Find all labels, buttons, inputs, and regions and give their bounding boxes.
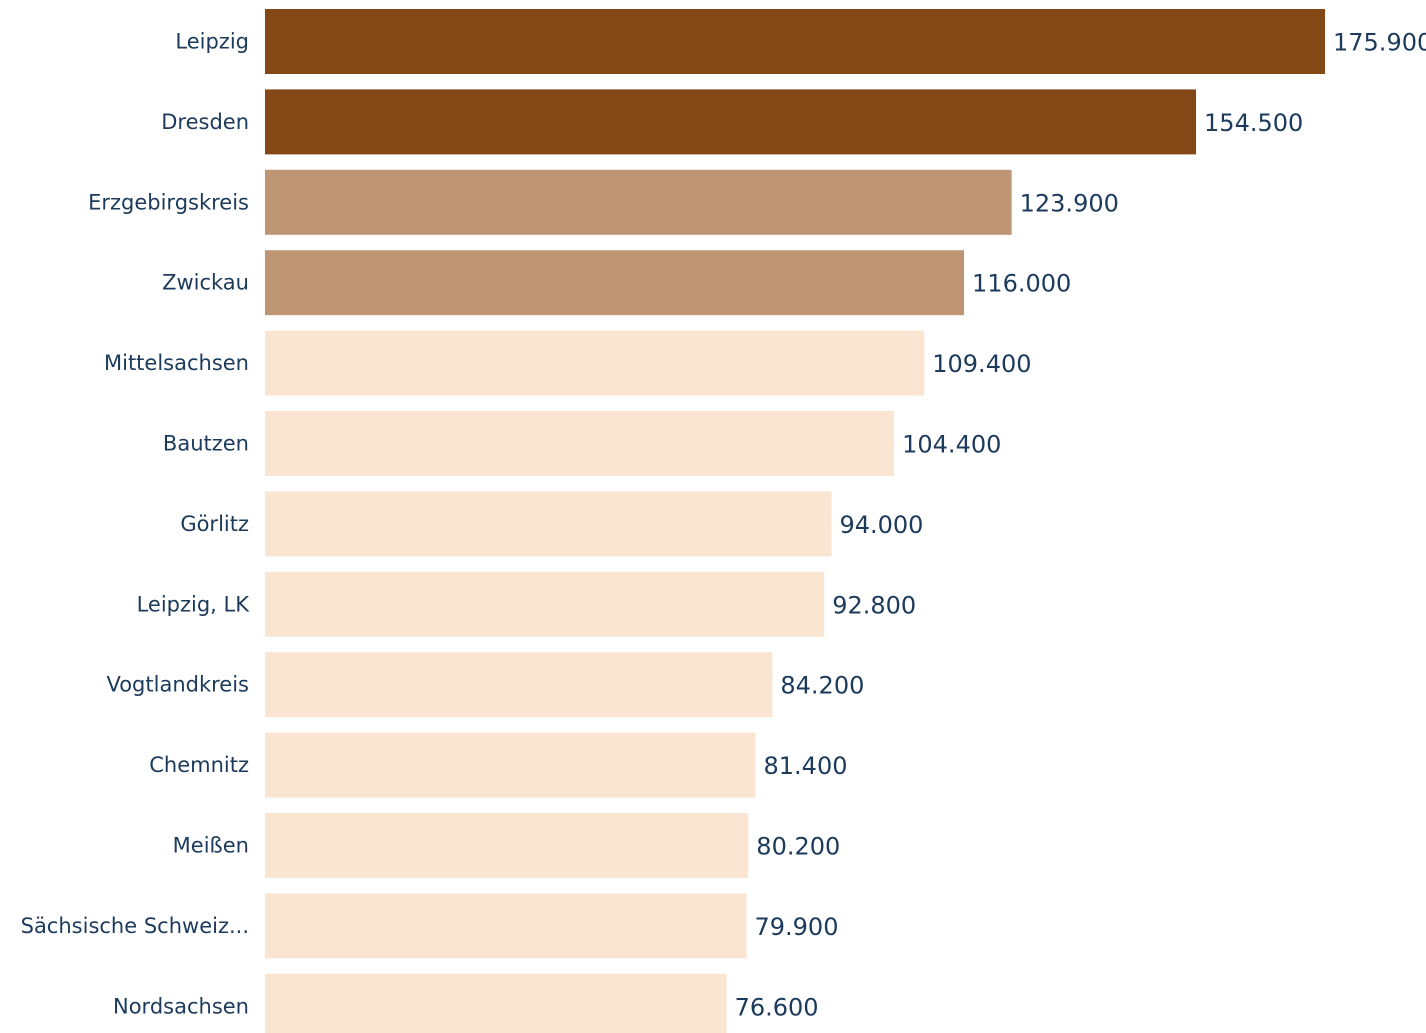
category-labels-group: Leipzig Dresden Erzgebirgskreis Zwickau Mitt… [21, 30, 251, 1019]
bar-sächsische-schweiz [265, 893, 747, 959]
value-label: 84.200 [780, 672, 864, 700]
bar-vogtlandkreis [265, 652, 773, 718]
category-label: Sächsische Schweiz... [21, 914, 249, 938]
category-label: Vogtlandkreis [106, 673, 249, 697]
bar-görlitz [265, 491, 832, 557]
bar-leipzig [265, 9, 1325, 74]
category-label: Chemnitz [149, 753, 249, 777]
value-label: 94.000 [839, 511, 923, 539]
value-label: 175.900 [1333, 29, 1426, 57]
bars-group [265, 9, 1325, 1033]
bar-chemnitz [265, 732, 756, 798]
category-label: Erzgebirgskreis [88, 190, 249, 214]
category-label: Nordsachsen [113, 994, 249, 1018]
value-label: 80.200 [756, 833, 840, 861]
category-label: Dresden [161, 110, 249, 134]
bar-zwickau [265, 250, 965, 316]
category-label: Görlitz [180, 512, 249, 536]
bar-meißen [265, 813, 749, 878]
value-label: 154.500 [1204, 109, 1303, 137]
value-label: 116.000 [972, 270, 1071, 298]
category-label: Bautzen [163, 432, 249, 456]
bar-leipzig-lk [265, 571, 825, 637]
value-label: 123.900 [1020, 189, 1119, 217]
value-label: 109.400 [932, 350, 1031, 378]
bar-mittelsachsen [265, 330, 925, 396]
category-label: Mittelsachsen [104, 351, 249, 375]
value-label: 92.800 [832, 591, 916, 619]
category-label: Zwickau [162, 271, 249, 295]
bar-erzgebirgskreis [265, 169, 1012, 235]
category-label: Leipzig, LK [137, 592, 251, 616]
value-labels-group: 175.900 154.500 123.900 116.000 109.400 104.4… [735, 29, 1426, 1022]
value-label: 79.900 [754, 913, 838, 941]
value-label: 104.400 [902, 431, 1001, 459]
bar-nordsachsen [265, 973, 727, 1033]
value-label: 76.600 [735, 993, 819, 1021]
category-label: Leipzig [175, 30, 249, 54]
bar-bautzen [265, 411, 895, 476]
category-label: Meißen [173, 834, 249, 858]
bar-dresden [265, 89, 1197, 155]
value-label: 81.400 [764, 752, 848, 780]
